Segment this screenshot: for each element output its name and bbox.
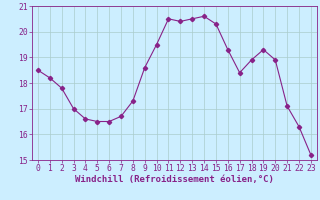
X-axis label: Windchill (Refroidissement éolien,°C): Windchill (Refroidissement éolien,°C) bbox=[75, 175, 274, 184]
